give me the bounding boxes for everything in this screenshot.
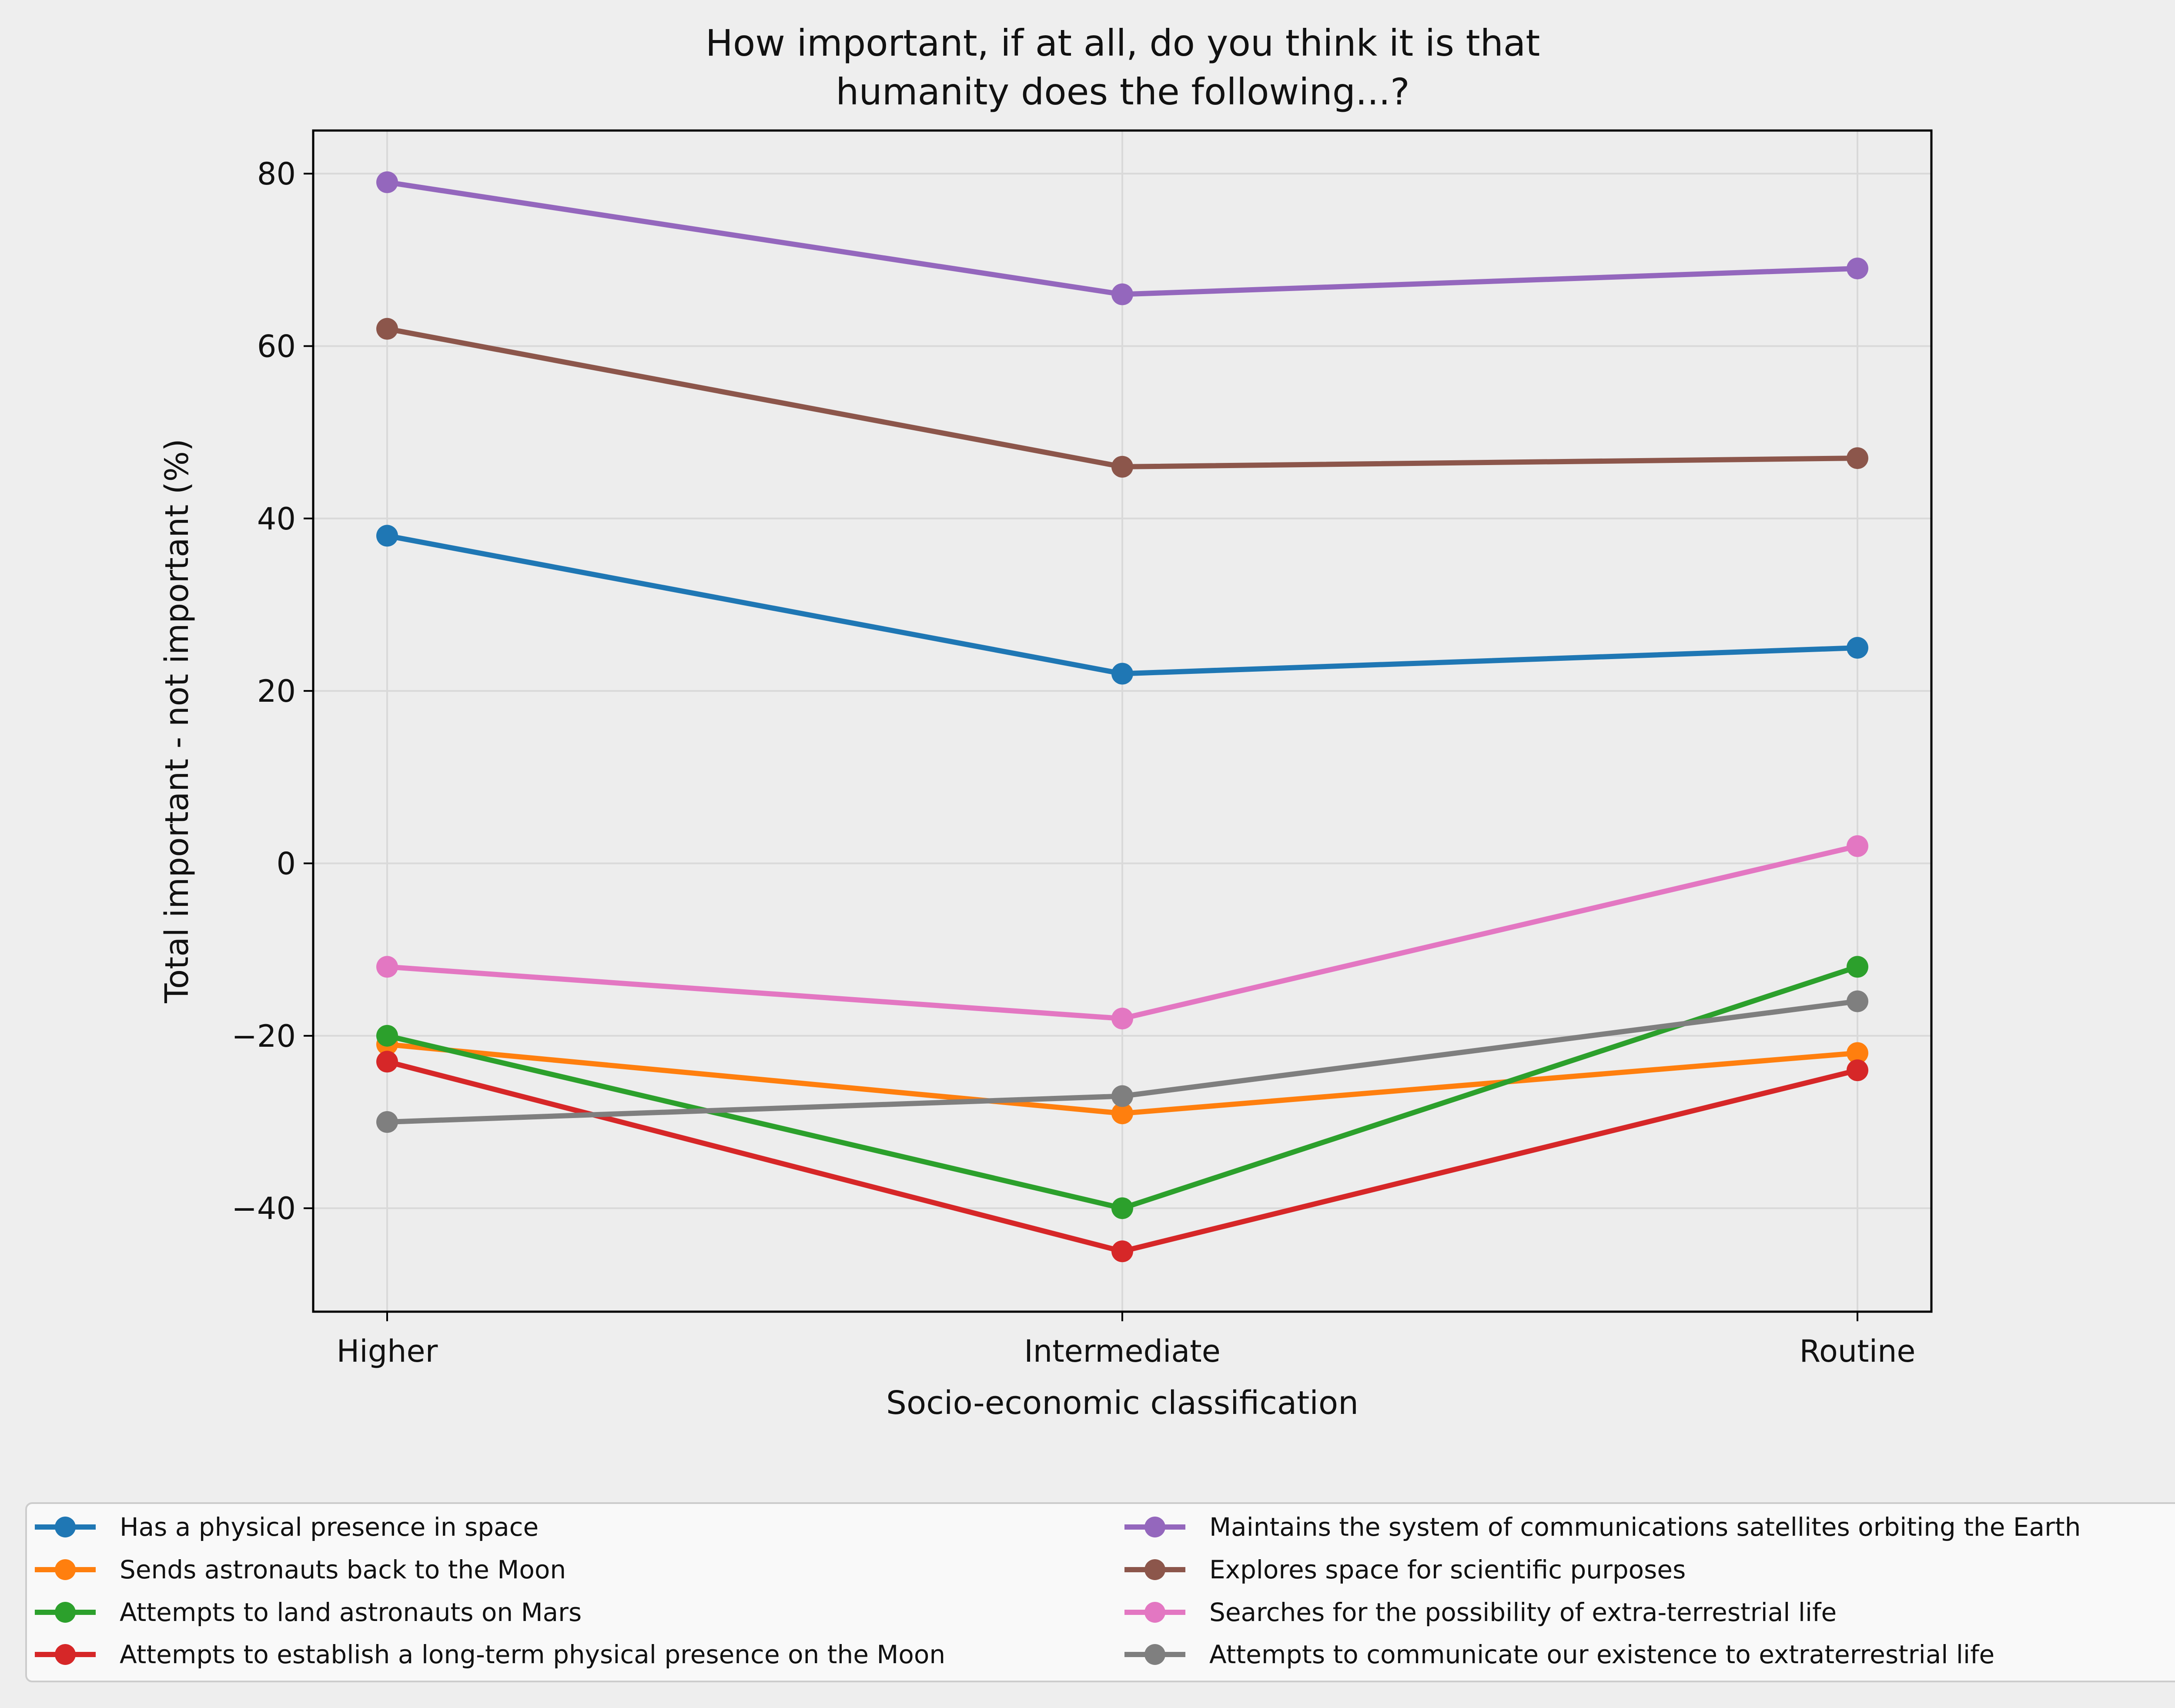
x-axis-label: Socio-economic classification xyxy=(886,1384,1359,1422)
plot-area: 80 60 40 20 0 −20 −40 Higher Intermediate Routin… xyxy=(231,129,1933,1369)
data-point xyxy=(376,318,398,340)
series-0 xyxy=(376,525,1868,685)
data-point xyxy=(376,1025,398,1047)
y-tick-label: 20 xyxy=(257,673,296,709)
data-point xyxy=(1111,1102,1133,1125)
legend-label: Attempts to establish a long-term physic… xyxy=(120,1640,945,1669)
data-point xyxy=(1111,455,1133,478)
legend-item: Explores space for scientific purposes xyxy=(1124,1555,1686,1584)
data-point xyxy=(1111,1197,1133,1219)
chart-title-line-2: humanity does the following...? xyxy=(836,70,1409,113)
data-point xyxy=(376,956,398,978)
x-tick-label: Routine xyxy=(1799,1333,1915,1369)
legend-item: Attempts to land astronauts on Mars xyxy=(35,1597,582,1627)
series-layer xyxy=(376,171,1868,1263)
legend-item: Sends astronauts back to the Moon xyxy=(35,1555,566,1584)
data-point xyxy=(376,525,398,547)
y-tick-label: 40 xyxy=(257,501,296,537)
data-point xyxy=(1111,1085,1133,1107)
series-7 xyxy=(376,990,1868,1133)
y-tick-label: −40 xyxy=(231,1191,296,1226)
y-tick-label: −20 xyxy=(231,1018,296,1054)
y-axis: 80 60 40 20 0 −20 −40 xyxy=(231,156,313,1226)
series-5 xyxy=(376,318,1868,478)
y-tick-label: 60 xyxy=(257,328,296,364)
data-point xyxy=(1847,258,1868,280)
y-tick-label: 80 xyxy=(257,156,296,192)
legend-marker xyxy=(55,1644,76,1665)
legend-label: Attempts to land astronauts on Mars xyxy=(120,1597,582,1627)
data-point xyxy=(1111,1008,1133,1030)
x-tick-label: Intermediate xyxy=(1024,1333,1221,1369)
legend: Has a physical presence in space Sends as… xyxy=(25,1502,2175,1682)
legend-item: Searches for the possibility of extra-te… xyxy=(1124,1597,1837,1627)
data-point xyxy=(376,171,398,193)
legend-label: Explores space for scientific purposes xyxy=(1209,1555,1686,1584)
legend-label: Maintains the system of communications s… xyxy=(1209,1512,2081,1542)
chart-title-line-1: How important, if at all, do you think i… xyxy=(706,22,1540,64)
data-point xyxy=(1111,283,1133,305)
legend-marker xyxy=(1144,1602,1165,1623)
legend-label: Attempts to communicate our existence to… xyxy=(1209,1640,1994,1669)
series-3 xyxy=(376,1051,1868,1263)
series-4 xyxy=(376,171,1868,305)
legend-item: Attempts to communicate our existence to… xyxy=(1124,1640,1994,1669)
legend-item: Maintains the system of communications s… xyxy=(1124,1512,2081,1542)
data-point xyxy=(1847,835,1868,857)
legend-marker xyxy=(1144,1559,1165,1580)
x-axis: Higher Intermediate Routine xyxy=(337,1312,1916,1369)
data-point xyxy=(1847,1059,1868,1082)
legend-label: Has a physical presence in space xyxy=(120,1512,539,1542)
data-point xyxy=(1847,1042,1868,1064)
legend-items: Has a physical presence in space Sends as… xyxy=(35,1512,2081,1669)
legend-label: Searches for the possibility of extra-te… xyxy=(1209,1597,1837,1627)
y-axis-label: Total important - not important (%) xyxy=(158,439,196,1004)
legend-marker xyxy=(55,1559,76,1580)
data-point xyxy=(1847,447,1868,469)
legend-item: Attempts to establish a long-term physic… xyxy=(35,1640,945,1669)
legend-marker xyxy=(55,1517,76,1537)
y-tick-label: 0 xyxy=(276,846,296,881)
data-point xyxy=(1847,637,1868,659)
x-tick-label: Higher xyxy=(337,1333,438,1369)
data-point xyxy=(1111,1240,1133,1263)
legend-label: Sends astronauts back to the Moon xyxy=(120,1555,566,1584)
legend-marker xyxy=(55,1602,76,1623)
legend-marker xyxy=(1144,1644,1165,1665)
data-point xyxy=(376,1111,398,1133)
series-6 xyxy=(376,835,1868,1030)
data-point xyxy=(376,1051,398,1073)
legend-frame xyxy=(25,1502,2175,1682)
data-point xyxy=(1111,663,1133,685)
series-2 xyxy=(376,956,1868,1219)
data-point xyxy=(1847,956,1868,978)
data-point xyxy=(1847,990,1868,1012)
legend-item: Has a physical presence in space xyxy=(35,1512,539,1542)
legend-marker xyxy=(1144,1517,1165,1537)
